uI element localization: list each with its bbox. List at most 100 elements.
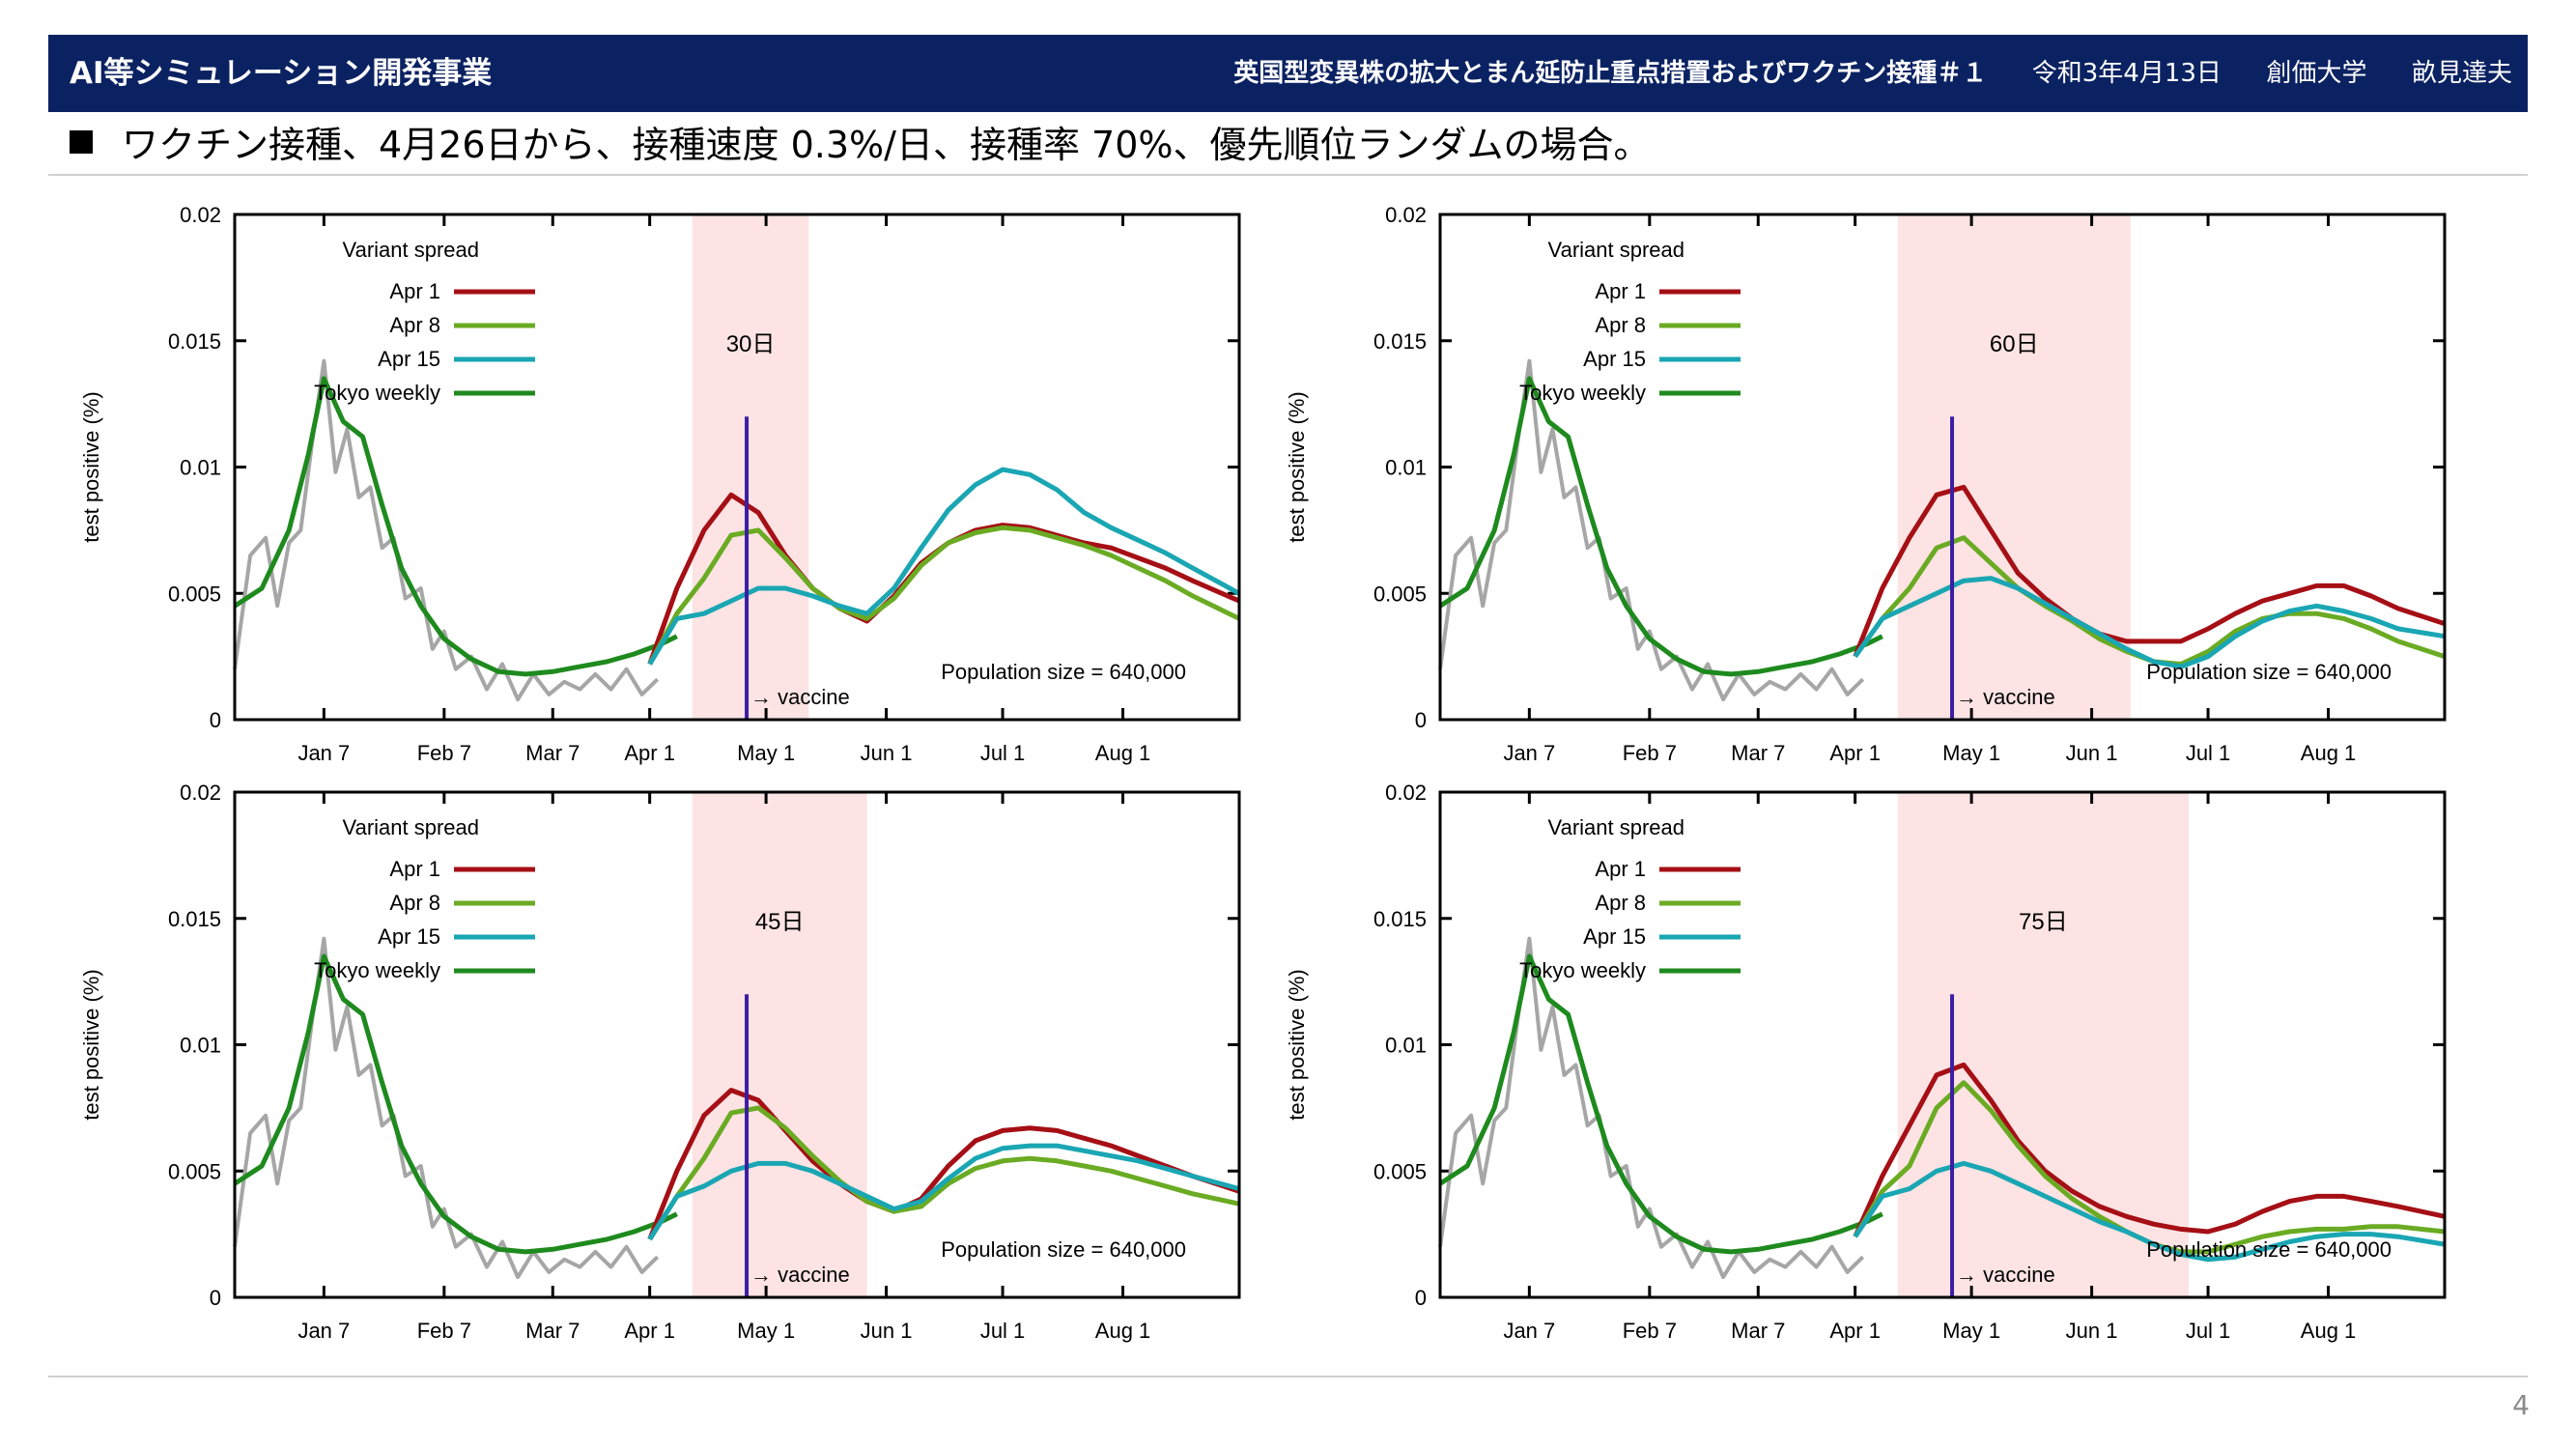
legend-title: Variant spread — [1548, 815, 1684, 839]
plot-frame — [1438, 790, 2447, 1299]
x-tick-label: Jul 1 — [2186, 1319, 2230, 1343]
y-tick-label: 0 — [210, 708, 221, 732]
y-tick-label: 0.01 — [180, 456, 221, 480]
header-subtitle: 英国型変異株の拡大とまん延防止重点措置およびワクチン接種＃１ — [1233, 59, 1988, 88]
x-tick-label: Jun 1 — [861, 741, 913, 765]
chart-svg: 0 0.005 0.01 0.015 0.02 Jan 7 Feb 7 Mar 7 Apr 1 M… — [79, 203, 1241, 765]
x-tick-label: Feb 7 — [417, 1319, 471, 1343]
x-tick-label: Jun 1 — [2066, 741, 2118, 765]
bottom-divider — [48, 1376, 2528, 1378]
x-tick-label: Jul 1 — [2186, 741, 2230, 765]
legend-label: Apr 1 — [389, 279, 440, 303]
y-tick-label: 0.005 — [1373, 582, 1427, 606]
x-tick-label: Jun 1 — [2066, 1319, 2118, 1343]
x-tick-label: Mar 7 — [1731, 1319, 1785, 1343]
y-tick-label: 0.01 — [180, 1034, 221, 1058]
legend-title: Variant spread — [1548, 238, 1684, 262]
header-title: AI等シミュレーション開発事業 — [70, 56, 493, 91]
shaded-period — [1897, 792, 2189, 1297]
shaded-period — [1897, 214, 2131, 720]
legend-label: Apr 1 — [1595, 857, 1646, 881]
population-label: Population size = 640,000 — [941, 1237, 1186, 1262]
x-tick-label: Mar 7 — [525, 1319, 580, 1343]
x-tick-label: May 1 — [1942, 741, 2000, 765]
tokyo-weekly-line — [1438, 376, 1883, 677]
header-meta: 英国型変異株の拡大とまん延防止重点措置およびワクチン接種＃１ 令和3年4月13日… — [1233, 35, 2512, 112]
legend-label: Tokyo weekly — [314, 381, 440, 405]
x-tick-label: Aug 1 — [1095, 741, 1151, 765]
plot-frame — [233, 790, 1241, 1299]
bullet-square-icon — [70, 130, 93, 154]
chart-panel-60: 0 0.005 0.01 0.015 0.02 Jan 7 Feb 7 Mar 7 Apr 1 M… — [1263, 193, 2461, 773]
y-tick-label: 0 — [1415, 708, 1427, 732]
tokyo-daily-line — [1438, 358, 1865, 702]
legend-label: Apr 15 — [1583, 347, 1646, 371]
x-tick-label: Aug 1 — [2301, 1319, 2357, 1343]
panel-duration-label: 60日 — [1990, 331, 2039, 357]
x-tick-label: Apr 1 — [1829, 741, 1881, 765]
chart-svg: 0 0.005 0.01 0.015 0.02 Jan 7 Feb 7 Mar 7 Apr 1 M… — [1285, 203, 2447, 765]
y-tick-label: 0.02 — [1385, 203, 1427, 227]
y-tick-label: 0.01 — [1385, 1034, 1427, 1058]
chart-panel-45: 0 0.005 0.01 0.015 0.02 Jan 7 Feb 7 Mar 7 Apr 1 M… — [58, 771, 1256, 1350]
y-tick-label: 0.02 — [1385, 781, 1427, 805]
tokyo-daily-line — [233, 358, 660, 702]
y-tick-label: 0.02 — [180, 781, 221, 805]
x-tick-label: Feb 7 — [1623, 1319, 1677, 1343]
population-label: Population size = 640,000 — [941, 660, 1186, 684]
x-tick-label: Jul 1 — [980, 741, 1025, 765]
legend-label: Apr 8 — [1595, 891, 1646, 915]
legend-label: Apr 8 — [389, 313, 440, 337]
legend-label: Apr 8 — [1595, 313, 1646, 337]
y-tick-label: 0.005 — [1373, 1159, 1427, 1183]
y-tick-label: 0 — [210, 1286, 221, 1310]
chart-panel-75: 0 0.005 0.01 0.015 0.02 Jan 7 Feb 7 Mar 7 Apr 1 M… — [1263, 771, 2461, 1350]
x-tick-label: Jul 1 — [980, 1319, 1025, 1343]
y-tick-label: 0.015 — [168, 907, 221, 931]
x-tick-label: Apr 1 — [624, 1319, 675, 1343]
legend-title: Variant spread — [343, 238, 479, 262]
x-tick-label: Apr 1 — [624, 741, 675, 765]
x-tick-label: Jan 7 — [297, 1319, 350, 1343]
panel-duration-label: 30日 — [726, 331, 776, 357]
bullet-line: ワクチン接種、4月26日から、接種速度 0.3%/日、接種率 70%、優先順位ラ… — [70, 112, 1651, 178]
population-label: Population size = 640,000 — [2146, 660, 2392, 684]
tokyo-daily-line — [233, 936, 660, 1280]
x-tick-label: Jan 7 — [1503, 741, 1555, 765]
x-tick-label: Apr 1 — [1829, 1319, 1881, 1343]
tokyo-weekly-line — [233, 953, 678, 1255]
tokyo-weekly-line — [233, 376, 678, 677]
tokyo-weekly-line — [1438, 953, 1883, 1255]
vaccine-label: → vaccine — [1956, 1263, 2055, 1287]
y-axis-label: test positive (%) — [79, 391, 103, 543]
header-author: 畝見達夫 — [2411, 59, 2512, 88]
x-tick-label: Jan 7 — [1503, 1319, 1555, 1343]
y-axis-label: test positive (%) — [1285, 391, 1309, 543]
legend-label: Tokyo weekly — [314, 958, 440, 982]
legend-label: Apr 15 — [378, 347, 440, 371]
panel-duration-label: 75日 — [2019, 909, 2068, 935]
x-tick-label: Feb 7 — [417, 741, 471, 765]
x-tick-label: Jan 7 — [297, 741, 350, 765]
x-tick-label: Aug 1 — [2301, 741, 2357, 765]
population-label: Population size = 640,000 — [2146, 1237, 2392, 1262]
chart-svg: 0 0.005 0.01 0.015 0.02 Jan 7 Feb 7 Mar 7 Apr 1 M… — [79, 781, 1241, 1343]
x-tick-label: Jun 1 — [861, 1319, 913, 1343]
y-tick-label: 0.02 — [180, 203, 221, 227]
y-tick-label: 0.015 — [1373, 329, 1427, 354]
shaded-period — [692, 214, 809, 720]
legend-label: Tokyo weekly — [1519, 381, 1646, 405]
vaccine-label: → vaccine — [750, 685, 850, 709]
x-tick-label: May 1 — [737, 1319, 795, 1343]
x-tick-label: Feb 7 — [1623, 741, 1677, 765]
legend-label: Apr 1 — [1595, 279, 1646, 303]
y-tick-label: 0.015 — [168, 329, 221, 354]
page-number: 4 — [2512, 1389, 2530, 1421]
vaccine-label: → vaccine — [1956, 685, 2055, 709]
legend-label: Apr 15 — [1583, 924, 1646, 949]
x-tick-label: May 1 — [737, 741, 795, 765]
y-tick-label: 0.005 — [168, 1159, 221, 1183]
plot-frame — [1438, 213, 2447, 722]
y-axis-label: test positive (%) — [79, 969, 103, 1121]
legend-label: Apr 15 — [378, 924, 440, 949]
